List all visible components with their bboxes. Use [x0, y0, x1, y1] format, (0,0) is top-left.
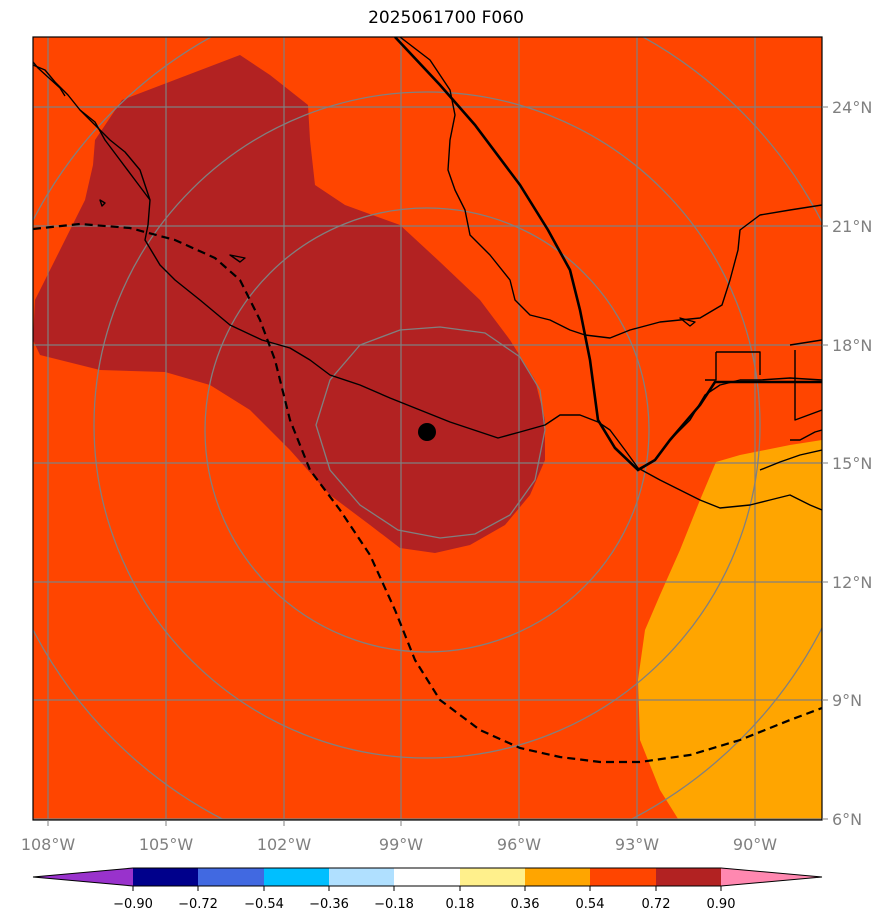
colorbar-seg-7 — [525, 868, 590, 886]
colorbar-seg-9 — [656, 868, 721, 886]
lat-label-12n: 12°N — [832, 573, 872, 592]
border-line-2 — [789, 339, 822, 421]
colorbar-seg-0 — [33, 868, 133, 886]
colorbar-seg-6 — [460, 868, 525, 886]
gulf-coast — [399, 37, 822, 339]
small-island-1 — [99, 199, 106, 207]
map-panel — [33, 37, 822, 820]
colorbar-seg-8 — [590, 868, 656, 886]
range-rings — [33, 37, 822, 820]
baja-coast — [33, 61, 151, 201]
lat-label-9n: 9°N — [832, 691, 862, 710]
border-line-1 — [705, 351, 761, 381]
colorbar-tick-1: −0.72 — [178, 897, 218, 912]
lon-ticks — [47, 820, 756, 826]
center-marker — [418, 423, 436, 441]
colorbar-tick-8: 0.72 — [642, 897, 671, 912]
colorbar-seg-5 — [394, 868, 460, 886]
pacific-coast — [33, 64, 639, 469]
colorbar-seg-4 — [329, 868, 394, 886]
lat-label-6n: 6°N — [832, 810, 862, 829]
dashed-contour — [33, 222, 822, 764]
colorbar-seg-2 — [198, 868, 264, 886]
colorbar-tick-6: 0.36 — [511, 897, 540, 912]
colorbar-tick-9: 0.90 — [707, 897, 736, 912]
lon-label-96w: 96°W — [497, 835, 541, 854]
lon-label-102w: 102°W — [257, 835, 312, 854]
track-line — [394, 37, 822, 472]
range-ring-2 — [204, 207, 650, 653]
lat-label-15n: 15°N — [832, 454, 872, 473]
colorbar-tick-5: 0.18 — [446, 897, 475, 912]
lon-label-90w: 90°W — [733, 835, 777, 854]
range-ring-3 — [93, 91, 761, 759]
isthmus-coast — [759, 429, 822, 471]
lon-label-108w: 108°W — [21, 835, 76, 854]
colorbar-tick-2: −0.54 — [244, 897, 284, 912]
small-island-3 — [679, 317, 696, 327]
range-ring-1 — [315, 326, 546, 539]
graticule — [33, 37, 822, 820]
lat-ticks — [822, 106, 828, 820]
lat-label-18n: 18°N — [832, 336, 872, 355]
lat-label-24n: 24°N — [832, 98, 872, 117]
map-frame — [32, 36, 823, 821]
colorbar-seg-10 — [721, 868, 822, 886]
lat-label-21n: 21°N — [832, 217, 872, 236]
colorbar-tick-0: −0.90 — [113, 897, 153, 912]
central-america-coast — [637, 467, 822, 511]
lon-label-93w: 93°W — [615, 835, 659, 854]
colorbar-tick-4: −0.18 — [374, 897, 414, 912]
colorbar-tick-7: 0.54 — [576, 897, 605, 912]
colorbar-tick-3: −0.36 — [309, 897, 349, 912]
colorbar-seg-1 — [133, 868, 198, 886]
colorbar: −0.90 −0.72 −0.54 −0.36 −0.18 0.18 0.36 … — [32, 867, 823, 912]
small-island-2 — [229, 254, 246, 263]
colorbar-seg-3 — [264, 868, 329, 886]
lon-label-105w: 105°W — [139, 835, 194, 854]
lon-label-99w: 99°W — [379, 835, 423, 854]
plot-title: 2025061700 F060 — [368, 8, 524, 28]
field-high-region — [33, 55, 545, 553]
